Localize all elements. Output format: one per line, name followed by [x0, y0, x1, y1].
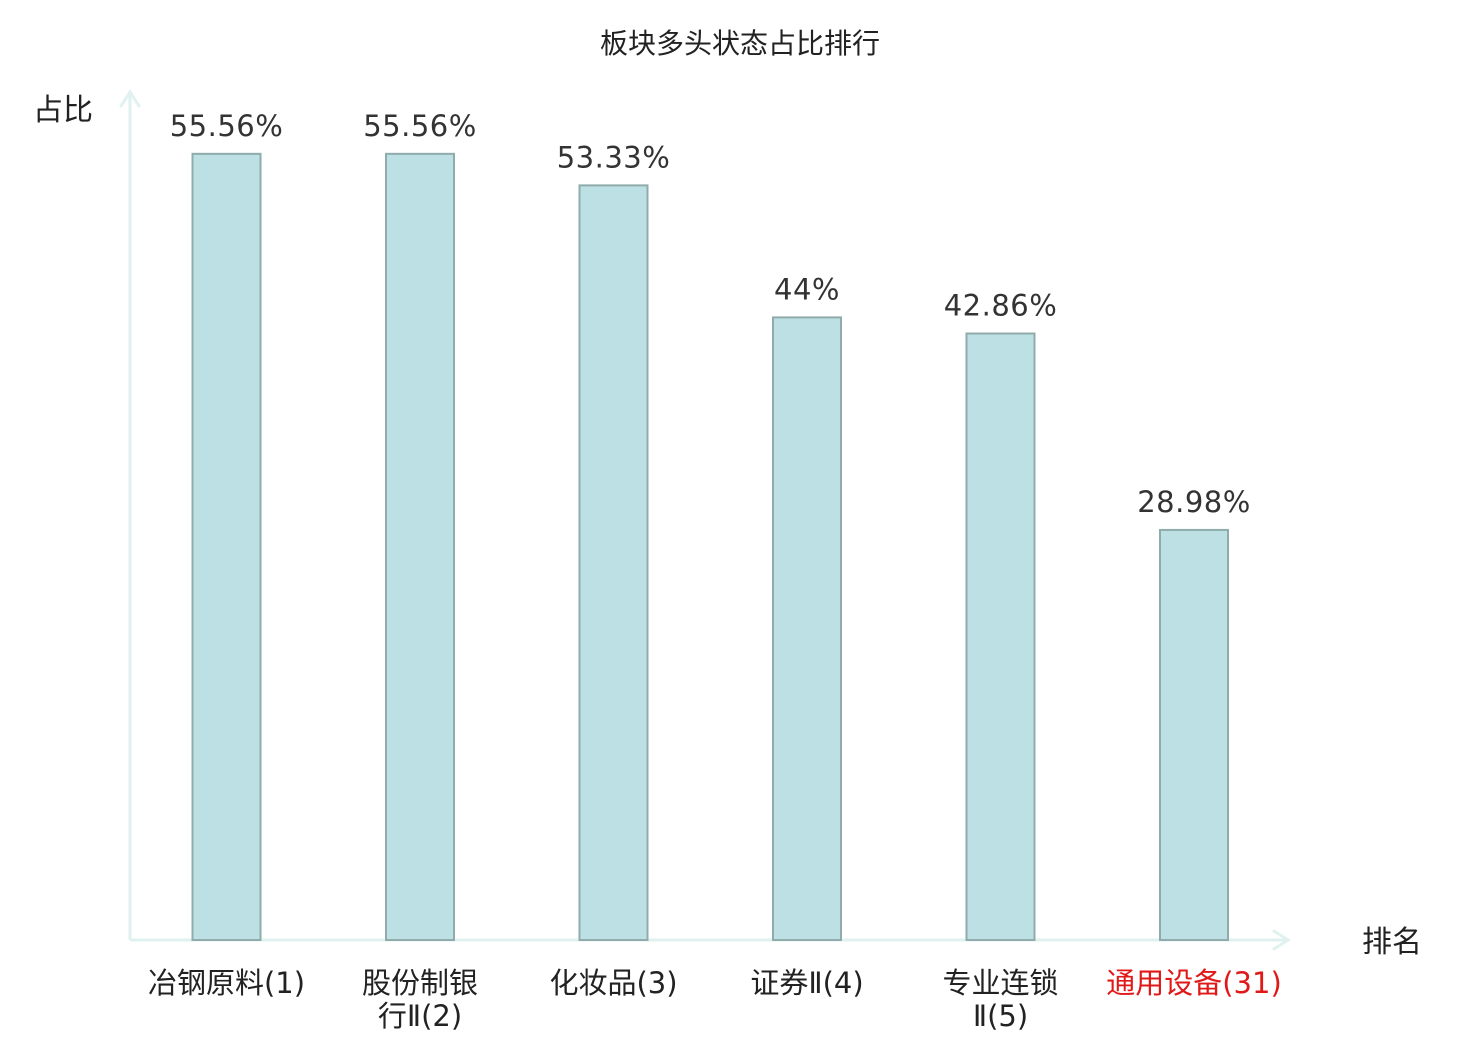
- bar-3: [578, 184, 649, 941]
- category-label-line: Ⅱ(5): [973, 999, 1028, 1033]
- value-label-6: 28.98%: [1137, 485, 1251, 519]
- bars: [191, 152, 1229, 942]
- category-label-3: 化妆品(3): [549, 966, 677, 1000]
- value-label-4: 44%: [774, 272, 840, 306]
- bar-5: [965, 332, 1036, 941]
- category-label-6: 通用设备(31): [1106, 966, 1282, 1000]
- category-label-4: 证券Ⅱ(4): [750, 966, 863, 1000]
- bar-4: [772, 316, 842, 941]
- category-label-5: 专业连锁 Ⅱ(5): [942, 966, 1058, 1033]
- category-label-line: 专业连锁: [942, 966, 1058, 1000]
- bar-6: [1159, 528, 1229, 941]
- category-label-line: 化妆品(3): [549, 966, 677, 1000]
- value-label-2: 55.56%: [363, 109, 477, 143]
- category-label-2: 股份制银行Ⅱ(2): [362, 966, 478, 1033]
- category-label-line: 通用设备(31): [1106, 966, 1282, 1000]
- value-labels: 55.56% 55.56% 53.33% 44% 42.86% 28.98%: [170, 109, 1251, 519]
- category-label-line: 冶钢原料(1): [148, 966, 305, 1000]
- value-label-5: 42.86%: [944, 289, 1058, 323]
- value-label-1: 55.56%: [170, 109, 284, 143]
- category-label-line: 证券Ⅱ(4): [750, 966, 863, 1000]
- value-label-3: 53.33%: [557, 140, 671, 174]
- category-labels: 冶钢原料(1) 股份制银行Ⅱ(2) 化妆品(3) 证券Ⅱ(4) 专业连锁 Ⅱ(5) 通用设备…: [148, 966, 1282, 1033]
- x-axis-label: 排名: [1362, 925, 1422, 960]
- y-axis-label: 占比: [33, 93, 93, 128]
- axes: [119, 89, 1291, 951]
- category-label-line: 股份制银: [362, 966, 478, 1000]
- chart-title: 板块多头状态占比排行: [600, 27, 880, 60]
- bar-1: [191, 152, 262, 942]
- x-axis-arrow: [1272, 929, 1291, 951]
- bar-2: [385, 152, 455, 942]
- y-axis-arrow: [119, 89, 141, 108]
- category-label-1: 冶钢原料(1): [148, 966, 305, 1000]
- category-label-line: 行Ⅱ(2): [378, 999, 462, 1033]
